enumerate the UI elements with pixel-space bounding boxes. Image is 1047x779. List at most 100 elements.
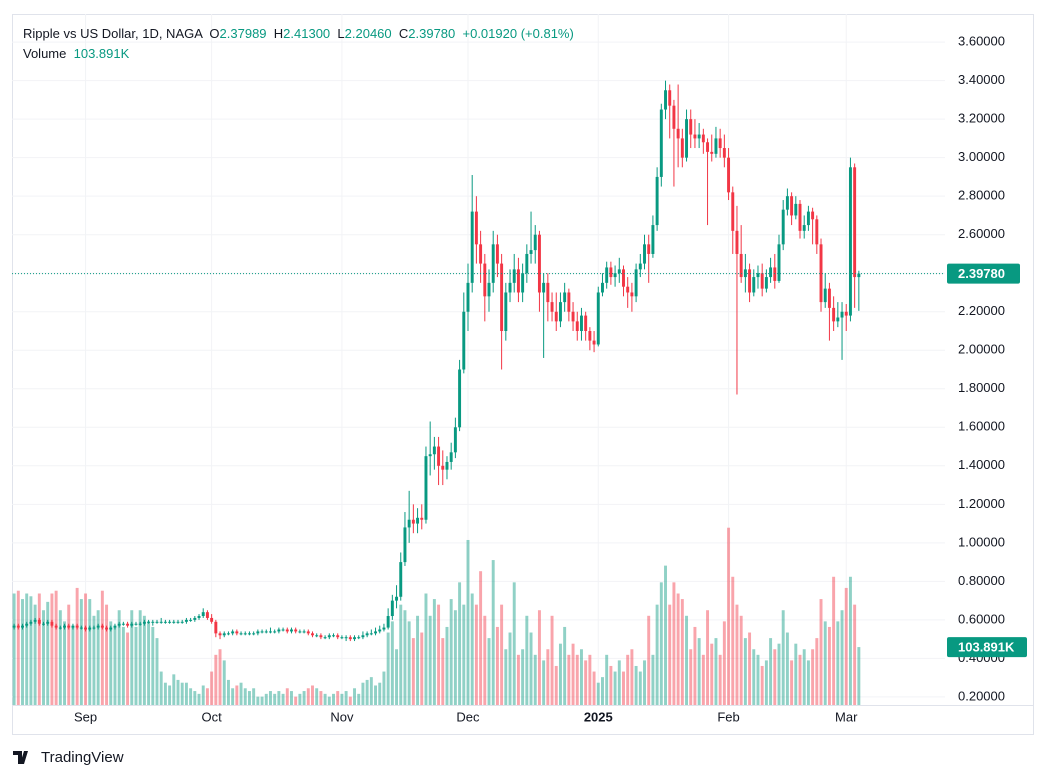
candle-body: [130, 623, 134, 626]
change: +0.01920 (+0.81%): [462, 26, 574, 41]
candle-body: [529, 250, 533, 254]
y-tick-label: 0.60000: [958, 611, 1005, 626]
candle-body: [109, 627, 113, 630]
volume-bar: [596, 682, 600, 705]
candle-body: [37, 619, 41, 624]
volume-bar: [193, 691, 197, 705]
volume-bar: [479, 571, 483, 705]
volume-bar: [353, 688, 356, 705]
open-value: 2.37989: [219, 26, 267, 41]
candle-body: [121, 623, 125, 625]
low-value: 2.20460: [344, 26, 392, 41]
candle-body: [588, 330, 592, 341]
candle-body: [466, 282, 470, 312]
candle-body: [752, 277, 756, 293]
candle-body: [596, 292, 600, 345]
volume-bar: [634, 665, 638, 705]
candle-body: [785, 196, 789, 210]
candle-body: [420, 517, 424, 520]
volume-bar: [302, 691, 306, 705]
candle-body: [138, 623, 142, 625]
volume-bar: [748, 632, 752, 705]
candle-body: [71, 625, 75, 628]
volume-bar: [142, 615, 146, 705]
volume-bar: [390, 621, 394, 705]
candle-body: [424, 456, 428, 520]
volume-bar: [218, 649, 222, 705]
candle-body: [180, 621, 184, 623]
candle-body: [563, 292, 567, 303]
volume-value: 103.891K: [73, 46, 130, 61]
volume-bar: [281, 693, 285, 705]
candle-body: [790, 196, 794, 216]
candle-body: [441, 465, 445, 470]
candle-body: [210, 617, 214, 622]
volume-bar: [416, 615, 420, 705]
candle-body: [655, 176, 659, 226]
candle-body: [327, 635, 331, 638]
candle-body: [395, 596, 399, 601]
volume-bar: [626, 654, 630, 705]
volume-bar: [542, 660, 546, 705]
candle-body: [147, 621, 151, 623]
candle-body: [676, 128, 680, 139]
candle-body: [722, 148, 726, 158]
candle-body: [100, 625, 104, 628]
candle-body: [848, 167, 852, 316]
close-value: 2.39780: [408, 26, 456, 41]
volume-bar: [777, 643, 781, 705]
volume-bar: [243, 688, 247, 705]
volume-bar: [239, 682, 243, 705]
volume-bar: [739, 615, 743, 705]
volume-bar: [79, 599, 83, 705]
volume-bar: [252, 688, 256, 705]
candle-body: [75, 625, 79, 628]
volume-bar: [71, 626, 75, 705]
volume-bar: [659, 582, 663, 705]
volume-bar: [348, 696, 352, 705]
volume-bar: [411, 638, 415, 705]
candle-body: [159, 621, 163, 623]
volume-bar: [676, 593, 680, 705]
candle-body: [798, 203, 802, 231]
volume-bar: [311, 685, 314, 705]
candle-body: [601, 282, 604, 293]
volume-bar: [88, 599, 92, 705]
y-tick-label: 2.00000: [958, 342, 1005, 357]
volume-bar: [96, 610, 100, 705]
candle-body: [306, 631, 310, 634]
y-tick-label: 1.20000: [958, 496, 1005, 511]
volume-bar: [138, 610, 142, 705]
candle-body: [458, 369, 462, 428]
volume-bar: [466, 539, 470, 705]
volume-bar: [184, 682, 188, 705]
candle-body: [84, 627, 88, 630]
candle-body: [689, 119, 693, 135]
volume-bar: [369, 677, 373, 705]
volume-bar: [294, 696, 298, 705]
candle-body: [386, 616, 390, 628]
candle-body: [605, 267, 609, 283]
volume-bar: [395, 649, 399, 705]
volume-bar: [340, 693, 344, 705]
volume-bar: [361, 682, 365, 705]
candle-body: [453, 427, 457, 453]
last-volume-label: 103.891K: [958, 640, 1015, 655]
volume-bar: [16, 590, 20, 705]
volume-bar: [731, 576, 735, 705]
volume-bar: [46, 601, 50, 705]
candle-body: [281, 629, 285, 631]
candle-body: [794, 203, 798, 216]
candle-body: [626, 286, 630, 293]
candle-body: [832, 307, 836, 322]
candle-body: [537, 234, 541, 293]
candle-body: [668, 90, 672, 106]
candle-body: [546, 282, 550, 303]
candle-body: [126, 623, 130, 626]
volume-bar: [147, 621, 151, 705]
volume-bar: [210, 671, 214, 705]
volume-bar: [403, 610, 407, 705]
volume-bar: [260, 696, 264, 705]
candle-body: [222, 633, 226, 636]
